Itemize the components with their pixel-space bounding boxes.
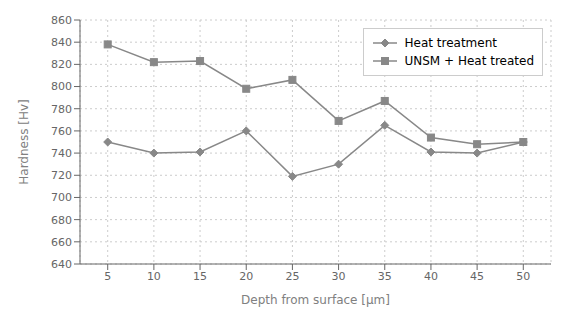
svg-text:10: 10: [147, 270, 161, 283]
svg-text:Hardness [Hv]: Hardness [Hv]: [17, 99, 31, 185]
svg-text:640: 640: [51, 258, 72, 271]
svg-text:800: 800: [51, 80, 72, 93]
svg-text:860: 860: [51, 14, 72, 27]
html-text:UNSM + Heat treated: UNSM + Heat treated: [404, 54, 534, 68]
svg-text:Depth from surface [μm]: Depth from surface [μm]: [241, 293, 390, 307]
svg-text:45: 45: [470, 270, 484, 283]
svg-text:30: 30: [332, 270, 346, 283]
svg-text:15: 15: [193, 270, 207, 283]
svg-text:780: 780: [51, 103, 72, 116]
svg-text:20: 20: [239, 270, 253, 283]
svg-text:760: 760: [51, 125, 72, 138]
svg-text:5: 5: [104, 270, 111, 283]
svg-text:680: 680: [51, 214, 72, 227]
svg-text:840: 840: [51, 36, 72, 49]
svg-text:660: 660: [51, 236, 72, 249]
svg-text:700: 700: [51, 191, 72, 204]
svg-text:25: 25: [285, 270, 299, 283]
svg-text:40: 40: [424, 270, 438, 283]
svg-text:740: 740: [51, 147, 72, 160]
svg-text:720: 720: [51, 169, 72, 182]
svg-text:35: 35: [378, 270, 392, 283]
svg-text:50: 50: [516, 270, 530, 283]
svg-text:820: 820: [51, 58, 72, 71]
html-text:Heat treatment: Heat treatment: [404, 36, 497, 50]
